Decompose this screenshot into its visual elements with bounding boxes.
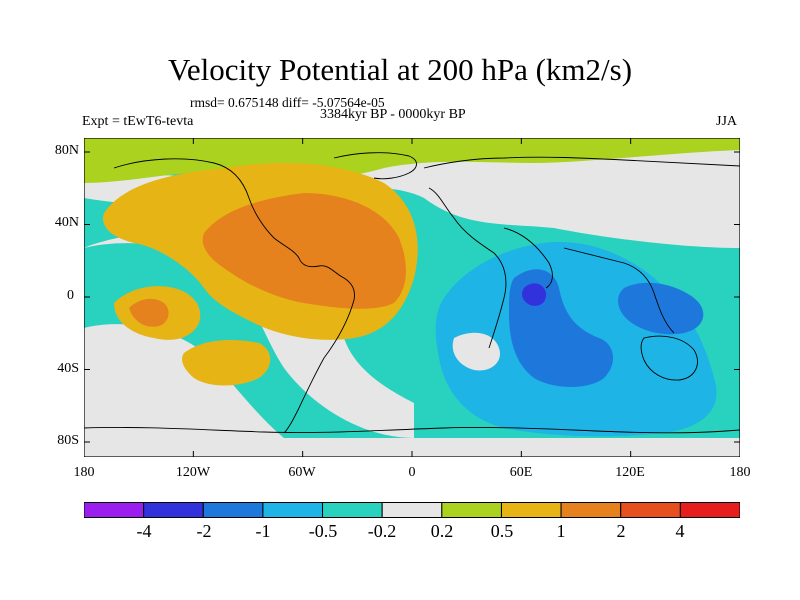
colorbar-label: 4 bbox=[675, 521, 685, 541]
colorbar-label: 2 bbox=[616, 521, 626, 541]
colorbar-label: -0.5 bbox=[308, 521, 338, 541]
velocity-potential-map bbox=[84, 138, 740, 457]
colorbar-swatch bbox=[84, 502, 145, 518]
lon-label-60e: 60E bbox=[509, 465, 533, 480]
colorbar-swatch bbox=[322, 502, 383, 518]
colorbar-label: 0.2 bbox=[430, 521, 454, 541]
colorbar-swatch bbox=[620, 502, 681, 518]
colorbar-swatch bbox=[500, 502, 562, 518]
colorbar-label: -1 bbox=[255, 521, 271, 541]
colorbar-swatch bbox=[202, 502, 264, 518]
contour-neutral-pacific bbox=[84, 232, 414, 438]
lat-label-40n: 40N bbox=[54, 215, 79, 230]
lat-label-80s: 80S bbox=[57, 433, 79, 448]
lat-label-40s: 40S bbox=[57, 361, 79, 376]
colorbar-swatch bbox=[262, 502, 324, 518]
contour-moderate-negative-maritime bbox=[618, 282, 704, 335]
contour-field bbox=[84, 138, 740, 457]
lon-label-60w: 60W bbox=[288, 465, 316, 480]
contour-neutral-southwest bbox=[84, 324, 284, 438]
colorbar-swatch bbox=[441, 502, 502, 518]
lon-label-120e: 120E bbox=[615, 465, 645, 480]
colorbar-swatch bbox=[560, 502, 622, 518]
contour-neutral-south bbox=[84, 438, 740, 457]
coastlines bbox=[84, 152, 740, 434]
colorbar-label: -4 bbox=[136, 521, 152, 541]
colorbar-label: 1 bbox=[556, 521, 566, 541]
contour-neutral-north bbox=[84, 147, 740, 248]
lon-label-0: 0 bbox=[408, 465, 416, 480]
colorbar-label: 0.5 bbox=[490, 521, 514, 541]
season-label: JJA bbox=[716, 114, 738, 129]
map-tick-marks bbox=[84, 138, 740, 457]
lon-label-180w: 180 bbox=[73, 465, 95, 480]
colorbar bbox=[84, 502, 740, 518]
lat-label-eq: 0 bbox=[67, 288, 74, 303]
contour-strong-negative bbox=[522, 283, 547, 306]
lat-label-80n: 80N bbox=[54, 143, 79, 158]
colorbar-label: -2 bbox=[196, 521, 212, 541]
lon-label-120w: 120W bbox=[175, 465, 211, 480]
lon-label-180e: 180 bbox=[729, 465, 751, 480]
contour-strong-positive bbox=[202, 193, 406, 309]
contour-moderate-positive-southeast-pacific bbox=[182, 340, 271, 386]
experiment-label: Expt = tEwT6-tevta bbox=[82, 114, 194, 129]
contour-neutral-indian bbox=[452, 332, 500, 371]
stats-label: rmsd= 0.675148 diff= -5.07564e-05 bbox=[190, 95, 385, 110]
chart-title: Velocity Potential at 200 hPa (km2/s) bbox=[167, 52, 633, 87]
colorbar-swatch bbox=[143, 502, 204, 518]
colorbar-swatch bbox=[381, 502, 443, 518]
colorbar-label: -0.2 bbox=[367, 521, 397, 541]
period-label: 3384kyr BP - 0000kyr BP bbox=[320, 107, 466, 122]
colorbar-swatch bbox=[679, 502, 740, 518]
contour-strong-positive-south-pacific bbox=[129, 298, 169, 327]
